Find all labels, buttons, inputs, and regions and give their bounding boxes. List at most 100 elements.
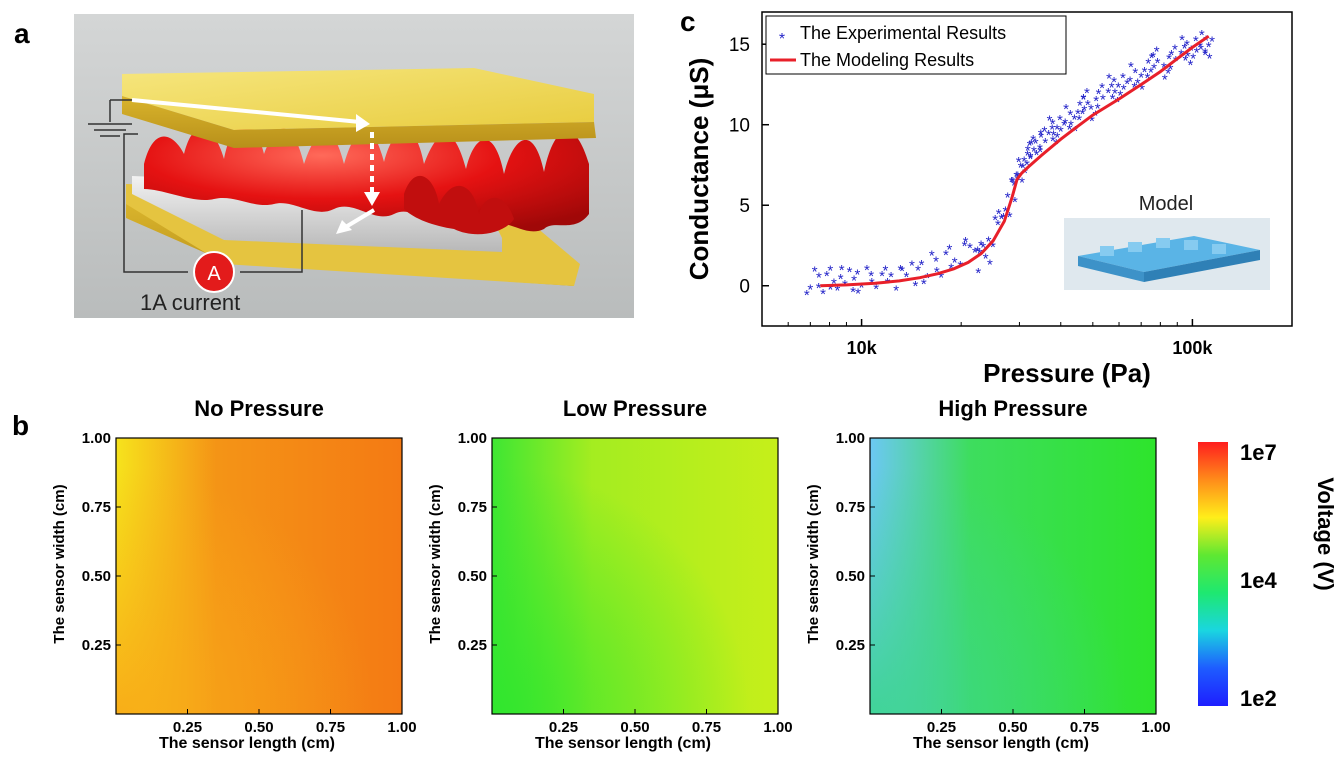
experimental-point: * <box>1037 141 1043 158</box>
heatmap-x-label: The sensor length (cm) <box>913 735 1089 752</box>
experimental-point: * <box>827 262 833 279</box>
colorbar-label: Voltage (V) <box>1313 477 1338 590</box>
heatmap-y-tick-label: 0.75 <box>836 499 865 516</box>
y-tick-label: 15 <box>729 35 750 56</box>
heatmap-y-tick-label: 0.25 <box>82 637 111 654</box>
experimental-point: * <box>812 264 818 281</box>
experimental-point: * <box>1145 56 1151 73</box>
heatmap-x-tick-label: 0.75 <box>692 719 721 736</box>
experimental-point: * <box>893 282 899 299</box>
experimental-point: * <box>1049 121 1055 138</box>
experimental-point: * <box>980 239 986 256</box>
heatmap-corner-shading <box>870 438 1156 714</box>
heatmap-y-tick-label: 0.50 <box>458 568 487 585</box>
experimental-point: * <box>1202 45 1208 62</box>
experimental-point: * <box>1115 80 1121 97</box>
conductance-chart: 0 5 10 15 10k 100k Pressure (Pa) Conductance (μ… <box>684 11 1293 388</box>
experimental-point: * <box>1115 94 1121 111</box>
heatmap-y-tick-label: 0.50 <box>82 568 111 585</box>
experimental-point: * <box>859 280 865 297</box>
experimental-point: * <box>1019 174 1025 191</box>
heatmap-y-tick-label: 1.00 <box>82 430 111 447</box>
experimental-point: * <box>1037 144 1043 161</box>
experimental-point: * <box>1062 115 1068 132</box>
experimental-point: * <box>929 248 935 265</box>
heatmap-y-tick-label: 1.00 <box>458 430 487 447</box>
experimental-point: * <box>1168 62 1174 79</box>
heatmap-y-tick-label: 0.50 <box>836 568 865 585</box>
experimental-point: * <box>888 269 894 286</box>
experimental-point: * <box>972 245 978 262</box>
x-tick-label: 10k <box>847 338 878 358</box>
experimental-point: * <box>1084 85 1090 102</box>
inset-label: Model <box>1139 193 1193 215</box>
experimental-point: * <box>1095 100 1101 117</box>
experimental-point: * <box>1050 133 1056 150</box>
experimental-point: * <box>1076 112 1082 129</box>
heatmap-x-label: The sensor length (cm) <box>535 735 711 752</box>
experimental-point: * <box>919 257 925 274</box>
experimental-point: * <box>828 281 834 298</box>
experimental-point: * <box>1061 118 1067 135</box>
experimental-point: * <box>1121 82 1127 99</box>
current-path-arrows <box>131 98 380 234</box>
experimental-point: * <box>1124 76 1130 93</box>
experimental-point: * <box>1165 66 1171 83</box>
experimental-point: * <box>820 286 826 303</box>
experimental-point: * <box>804 287 810 304</box>
experimental-point: * <box>850 284 856 301</box>
experimental-point: * <box>1027 151 1033 168</box>
heatmap-x-tick-label: 0.75 <box>1070 719 1099 736</box>
heatmap-x-tick-label: 0.75 <box>316 719 345 736</box>
legend-label-modeling: The Modeling Results <box>800 50 974 70</box>
experimental-point: * <box>1057 112 1063 129</box>
experimental-point: * <box>1005 190 1011 207</box>
experimental-point: * <box>1010 174 1016 191</box>
experimental-point: * <box>915 263 921 280</box>
experimental-point: * <box>1038 129 1044 146</box>
colorbar-tick-label: 1e4 <box>1240 568 1277 593</box>
experimental-point: * <box>851 272 857 289</box>
experimental-point: * <box>1067 121 1073 138</box>
experimental-point: * <box>847 264 853 281</box>
experimental-point: * <box>816 280 822 297</box>
colorbar-tick-label: 1e7 <box>1240 440 1277 465</box>
experimental-point: * <box>1185 48 1191 65</box>
plot-frame <box>761 11 1293 327</box>
experimental-point: * <box>903 269 909 286</box>
heatmap-title: No Pressure <box>194 396 324 421</box>
ammeter-icon <box>193 251 235 293</box>
colorbar <box>1198 442 1228 706</box>
experimental-point: * <box>1009 174 1015 191</box>
experimental-point: * <box>1109 79 1115 96</box>
experimental-point: * <box>1194 45 1200 62</box>
heatmap-x-tick-label: 0.50 <box>244 719 273 736</box>
heatmap-x-tick-label: 0.25 <box>549 719 578 736</box>
red-microstructure <box>144 122 589 235</box>
experimental-point: * <box>943 247 949 264</box>
experimental-point: * <box>1179 32 1185 49</box>
experimental-point: * <box>839 262 845 279</box>
experimental-point: * <box>1027 138 1033 155</box>
heatmap-x-tick-label: 0.50 <box>998 719 1027 736</box>
experimental-point: * <box>1150 49 1156 66</box>
heatmap-y-tick-label: 0.75 <box>82 499 111 516</box>
experimental-point: * <box>1155 55 1161 72</box>
experimental-point: * <box>1117 87 1123 104</box>
heatmap-y-tick-label: 0.75 <box>458 499 487 516</box>
y-axis-label: Conductance (μS) <box>684 58 714 280</box>
colorbar-tick-label: 1e2 <box>1240 686 1277 711</box>
experimental-point: * <box>1088 102 1094 119</box>
experimental-point: * <box>1198 41 1204 58</box>
experimental-point: * <box>1046 127 1052 144</box>
experimental-point: * <box>1028 137 1034 154</box>
y-tick-label: 0 <box>739 277 750 298</box>
experimental-point: * <box>996 206 1002 223</box>
experimental-point: * <box>975 265 981 282</box>
experimental-point: * <box>807 281 813 298</box>
experimental-point: * <box>1077 97 1083 114</box>
experimental-point: * <box>921 276 927 293</box>
experimental-point: * <box>883 262 889 279</box>
experimental-point: * <box>1182 41 1188 58</box>
experimental-point: * <box>1120 70 1126 87</box>
